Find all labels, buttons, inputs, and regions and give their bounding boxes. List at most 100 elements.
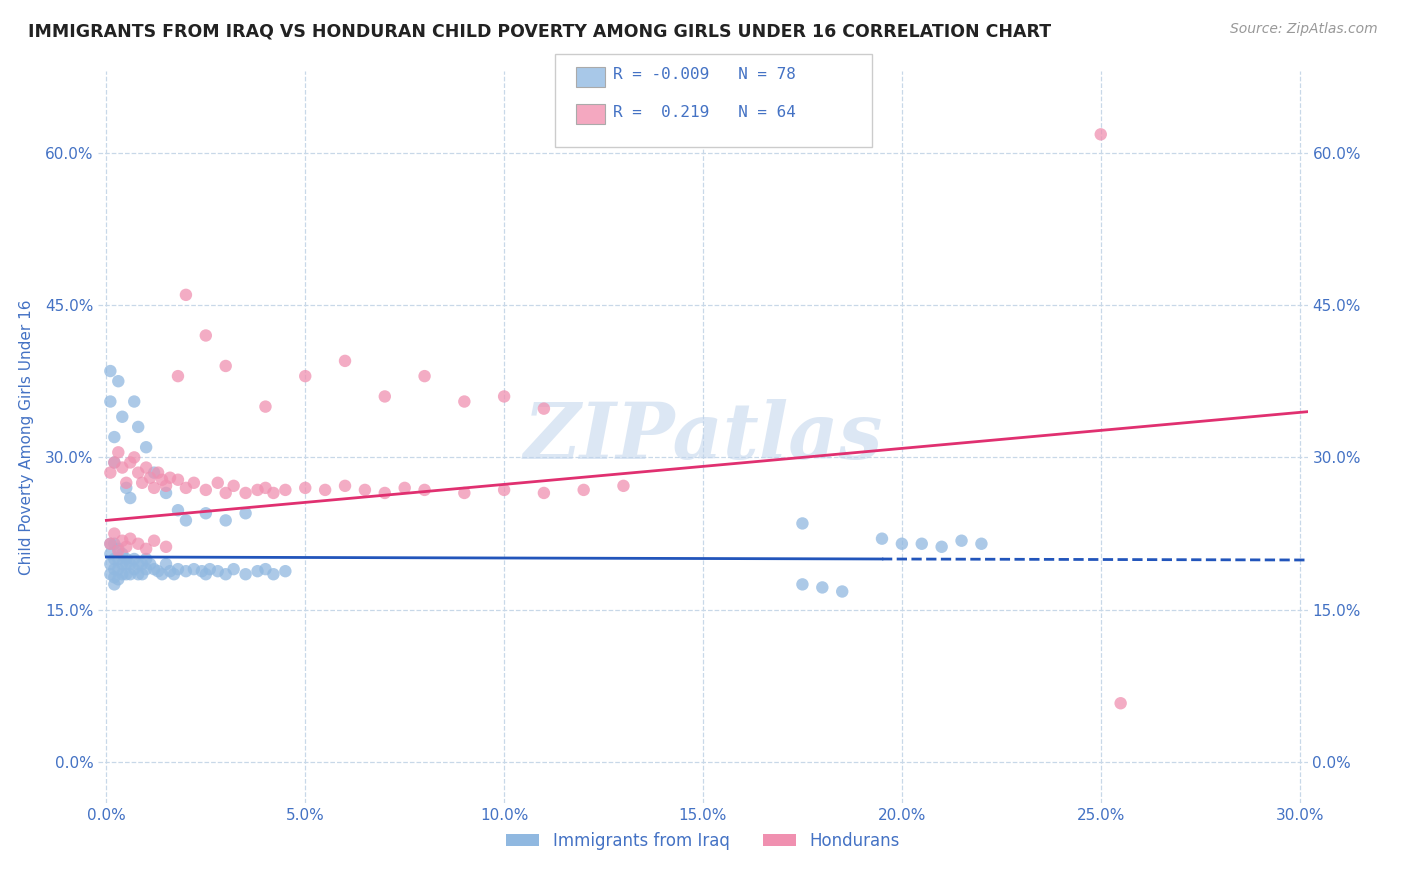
Point [111, 567, 134, 582]
Point [120, 567, 142, 582]
Point [159, 471, 181, 485]
Point [235, 567, 257, 582]
Point [146, 466, 169, 480]
Point [143, 533, 166, 548]
Point [107, 562, 129, 576]
Point [115, 481, 138, 495]
Point [792, 516, 814, 531]
Point [207, 564, 229, 578]
Point [811, 581, 834, 595]
Point [374, 486, 396, 500]
Point [107, 552, 129, 566]
Point [135, 440, 157, 454]
Point [143, 481, 166, 495]
Point [120, 491, 142, 505]
Point [163, 567, 186, 582]
Y-axis label: Child Poverty Among Girls Under 16: Child Poverty Among Girls Under 16 [18, 300, 34, 574]
Point [107, 572, 129, 586]
Point [120, 532, 142, 546]
Point [103, 430, 125, 444]
Point [533, 486, 555, 500]
Point [111, 533, 134, 548]
Point [103, 552, 125, 566]
Legend: Immigrants from Iraq, Hondurans: Immigrants from Iraq, Hondurans [499, 825, 907, 856]
Point [122, 552, 145, 566]
Point [194, 567, 217, 582]
Point [174, 288, 197, 302]
Point [246, 564, 269, 578]
Point [215, 486, 238, 500]
Point [139, 557, 162, 571]
Point [107, 544, 129, 558]
Point [254, 562, 277, 576]
Point [150, 567, 173, 582]
Point [254, 481, 277, 495]
Point [98, 466, 121, 480]
Point [107, 445, 129, 459]
Point [174, 481, 197, 495]
Point [246, 483, 269, 497]
Point [103, 577, 125, 591]
Point [122, 562, 145, 576]
Point [103, 455, 125, 469]
Point [198, 562, 221, 576]
Point [890, 537, 912, 551]
Point [215, 513, 238, 527]
Point [127, 557, 149, 571]
Point [135, 460, 157, 475]
Point [127, 420, 149, 434]
Point [139, 471, 162, 485]
Point [131, 567, 153, 582]
Point [111, 557, 134, 571]
Point [572, 483, 595, 497]
Point [194, 483, 217, 497]
Point [222, 479, 245, 493]
Point [294, 481, 316, 495]
Point [911, 537, 934, 551]
Point [274, 483, 297, 497]
Point [394, 481, 416, 495]
Point [254, 400, 277, 414]
Point [235, 486, 257, 500]
Point [950, 533, 973, 548]
Point [122, 450, 145, 465]
Point [155, 540, 177, 554]
Point [333, 354, 356, 368]
Point [115, 540, 138, 554]
Point [131, 557, 153, 571]
Point [115, 552, 138, 566]
Point [135, 552, 157, 566]
Point [143, 466, 166, 480]
Point [262, 567, 284, 582]
Point [159, 564, 181, 578]
Point [453, 486, 475, 500]
Point [98, 567, 121, 582]
Point [183, 562, 205, 576]
Point [115, 475, 138, 490]
Point [143, 562, 166, 576]
Point [970, 537, 993, 551]
Text: IMMIGRANTS FROM IRAQ VS HONDURAN CHILD POVERTY AMONG GIRLS UNDER 16 CORRELATION : IMMIGRANTS FROM IRAQ VS HONDURAN CHILD P… [28, 22, 1052, 40]
Point [314, 483, 336, 497]
Point [294, 369, 316, 384]
Point [931, 540, 953, 554]
Point [155, 557, 177, 571]
Point [167, 562, 190, 576]
Text: R = -0.009   N = 78: R = -0.009 N = 78 [613, 68, 796, 82]
Point [98, 557, 121, 571]
Point [183, 475, 205, 490]
Point [1090, 128, 1112, 142]
Point [122, 394, 145, 409]
Point [103, 562, 125, 576]
Point [107, 374, 129, 388]
Point [120, 557, 142, 571]
Point [98, 537, 121, 551]
Point [150, 473, 173, 487]
Point [103, 570, 125, 584]
Point [131, 475, 153, 490]
Point [127, 567, 149, 582]
Point [167, 503, 190, 517]
Point [111, 460, 134, 475]
Point [354, 483, 377, 497]
Point [494, 483, 516, 497]
